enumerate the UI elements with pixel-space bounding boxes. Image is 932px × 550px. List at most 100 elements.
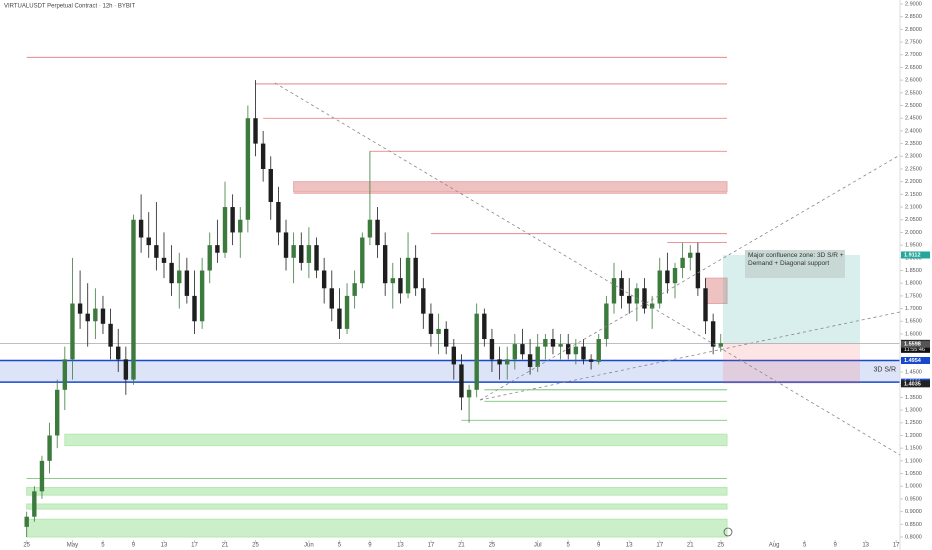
x-tick-label: May	[67, 543, 78, 549]
candle-body	[306, 245, 312, 263]
y-tick-label: 0.9000	[905, 509, 922, 515]
y-tick-label: 2.3500	[905, 141, 922, 147]
candle-body	[146, 237, 151, 246]
x-tick-label: 13	[397, 543, 404, 549]
candle-body	[688, 252, 693, 258]
x-tick-label: 21	[687, 543, 694, 549]
y-tick-label: 2.5500	[905, 90, 922, 96]
candle-body	[520, 344, 525, 355]
candle-body	[222, 207, 228, 253]
y-tick-label: 1.7000	[905, 306, 922, 312]
candle-body	[695, 252, 701, 289]
candle-body	[131, 219, 136, 380]
y-tick-label: 1.4500	[905, 369, 922, 375]
y-tick-label: 1.9500	[905, 243, 922, 249]
candle-body	[382, 245, 388, 284]
y-tick-label: 1.6000	[905, 331, 922, 337]
candle-body	[398, 278, 403, 294]
stop-zone	[723, 343, 860, 384]
candle-body	[367, 219, 373, 238]
candle-body	[161, 257, 167, 263]
candle-body	[550, 339, 556, 347]
x-tick-label: 5	[803, 543, 807, 549]
y-tick-label: 2.0500	[905, 217, 922, 223]
candle-body	[321, 270, 327, 289]
candle-body	[291, 245, 296, 258]
candle-body	[268, 168, 273, 202]
x-tick-label: 13	[161, 543, 168, 549]
candle-body	[39, 460, 45, 492]
y-tick-label: 2.2500	[905, 166, 922, 172]
x-tick-label: 17	[191, 543, 198, 549]
candle-body	[238, 219, 243, 233]
countdown: 11:55:46	[904, 347, 925, 353]
price-tag-label: 1.9112	[904, 252, 921, 258]
y-tick-label: 1.8500	[905, 268, 922, 274]
x-tick-label: 25	[489, 543, 496, 549]
candle-body	[543, 339, 548, 347]
y-tick-label: 1.3000	[905, 408, 922, 414]
y-tick-label: 1.2500	[905, 420, 922, 426]
x-tick-label: 9	[132, 543, 136, 549]
y-tick-label: 2.1000	[905, 205, 922, 211]
candle-body	[718, 343, 723, 347]
price-tag	[901, 251, 930, 259]
zone	[293, 181, 728, 193]
y-tick-label: 2.7500	[905, 40, 922, 46]
candle-body	[245, 118, 251, 220]
candle-body	[390, 278, 395, 284]
y-tick-label: 1.6500	[905, 319, 922, 325]
x-tick-label: 9	[368, 543, 372, 549]
y-tick-label: 1.1000	[905, 458, 922, 464]
x-tick-label: 25	[23, 543, 30, 549]
candle-body	[70, 303, 75, 360]
candle-body	[649, 303, 655, 309]
annotation-box	[745, 250, 845, 278]
y-tick-label: 1.8000	[905, 281, 922, 287]
candle-body	[535, 346, 540, 367]
candle-body	[451, 346, 457, 365]
candle-body	[352, 283, 357, 296]
candle-body	[108, 323, 113, 347]
candle-body	[192, 295, 197, 322]
candle-body	[527, 354, 533, 367]
price-tag	[901, 357, 930, 365]
candle-body	[619, 278, 624, 296]
y-tick-label: 2.8000	[905, 27, 922, 33]
chart-title: VIRTUALUSDT Perpetual Contract · 12h · B…	[4, 4, 135, 10]
y-tick-label: 2.0000	[905, 230, 922, 236]
candle-body	[337, 308, 342, 329]
zone	[26, 503, 728, 510]
candle-body	[596, 339, 601, 362]
candle-body	[489, 339, 495, 360]
y-tick-label: 2.2000	[905, 179, 922, 185]
candle-body	[443, 328, 449, 347]
candle-body	[672, 267, 678, 284]
candle-body	[375, 219, 380, 246]
x-tick-label: 5	[101, 543, 105, 549]
sr-label: 3D S/R	[873, 366, 896, 373]
x-tick-label: 17	[428, 543, 435, 549]
y-tick-label: 1.0500	[905, 471, 922, 477]
candle-body	[604, 303, 609, 340]
candle-body	[138, 219, 144, 238]
x-tick-label: 25	[252, 543, 259, 549]
candle-body	[47, 435, 52, 461]
candle-body	[299, 245, 304, 263]
price-tag-label: 1.4035	[904, 381, 921, 387]
x-tick-label: 25	[717, 543, 724, 549]
candle-body	[573, 346, 579, 355]
y-tick-label: 2.7000	[905, 52, 922, 58]
candle-body	[611, 278, 617, 304]
candle-body	[512, 344, 518, 360]
y-tick-label: 2.6500	[905, 65, 922, 71]
candle-body	[703, 288, 708, 322]
price-tag	[901, 380, 930, 388]
x-tick-label: Aug	[769, 543, 780, 549]
candle-body	[55, 389, 60, 436]
y-tick-label: 2.4500	[905, 116, 922, 122]
zone	[64, 433, 728, 447]
candle-body	[642, 288, 647, 309]
